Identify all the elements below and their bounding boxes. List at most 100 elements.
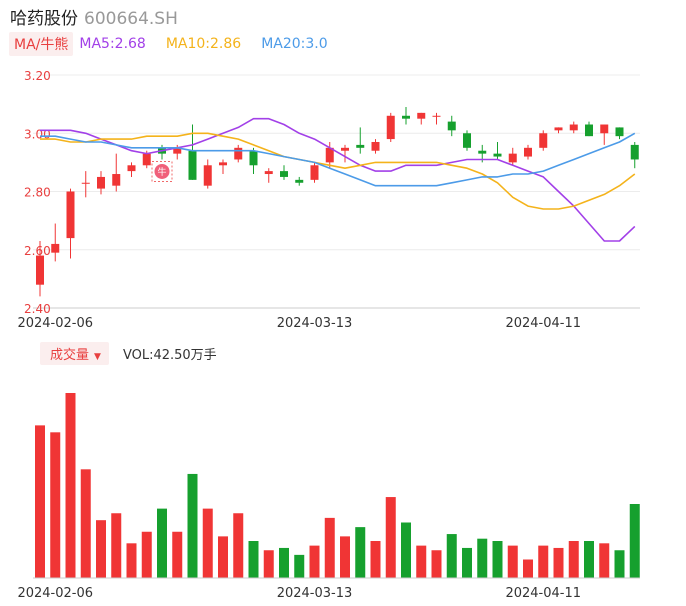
- candle-body: [478, 150, 487, 154]
- candle-body: [97, 176, 105, 189]
- volume-bar: [629, 504, 640, 578]
- volume-bar: [111, 513, 122, 578]
- volume-indicator-dropdown[interactable]: 成交量 ▼: [40, 342, 109, 365]
- volume-bar: [599, 543, 610, 578]
- volume-bar: [126, 543, 137, 578]
- candle-body: [249, 150, 258, 166]
- y-tick-label: 2.80: [24, 186, 51, 200]
- volume-bar: [416, 545, 427, 578]
- volume-bar: [202, 508, 213, 578]
- volume-bar: [263, 550, 274, 578]
- volume-bar: [187, 473, 198, 578]
- candle-body: [341, 147, 349, 151]
- caret-down-icon: ▼: [94, 352, 101, 362]
- y-tick-label: 2.60: [24, 244, 51, 258]
- volume-bar: [141, 531, 152, 578]
- candle-body: [188, 150, 197, 180]
- volume-bar: [248, 541, 259, 578]
- volume-bar: [538, 545, 549, 578]
- candle-body: [356, 144, 365, 148]
- volume-bar: [218, 536, 228, 578]
- candle-body: [508, 153, 517, 163]
- ma-bull-bear-toggle[interactable]: MA/牛熊: [9, 32, 74, 56]
- volume-bar: [80, 469, 91, 578]
- candle-body: [280, 171, 288, 177]
- ma5-legend: MA5:2.68: [79, 36, 146, 52]
- candle-body: [447, 121, 456, 131]
- volume-indicator-label: 成交量: [50, 348, 90, 363]
- candle-body: [219, 162, 227, 166]
- bull-badge-frame: [151, 160, 173, 182]
- volume-bar: [568, 541, 579, 578]
- bull-badge-label: 牛: [157, 166, 166, 178]
- ma-line-ma5: [40, 117, 636, 242]
- candle-body: [173, 147, 182, 154]
- volume-bar: [50, 432, 61, 578]
- candle-body: [630, 144, 639, 160]
- volume-bar: [523, 559, 533, 578]
- candle-body: [600, 124, 609, 134]
- candle-body: [127, 165, 136, 172]
- volume-bar: [233, 513, 244, 578]
- volume-bar: [446, 534, 457, 578]
- volume-bar: [294, 554, 305, 578]
- candle-body: [264, 171, 273, 175]
- x-tick-label: 2024-02-06: [17, 316, 93, 331]
- candle-body: [81, 182, 90, 184]
- candle-body: [51, 243, 60, 253]
- volume-bar: [355, 527, 366, 578]
- y-tick-label: 2.40: [24, 302, 51, 316]
- candle-body: [386, 115, 395, 140]
- candle-body: [203, 165, 212, 186]
- volume-x-tick-label: 2024-04-11: [505, 586, 581, 601]
- candle-body: [463, 133, 471, 148]
- candle-body: [402, 115, 410, 119]
- bull-badge-icon: [154, 163, 170, 179]
- candle-body: [554, 127, 563, 131]
- candle-body: [112, 174, 121, 186]
- ma10-legend: MA10:2.86: [165, 36, 242, 52]
- stock-title: 哈药股份 600664.SH: [10, 4, 178, 29]
- volume-bar: [65, 393, 76, 578]
- candle-body: [585, 124, 593, 137]
- candle-body: [295, 179, 304, 183]
- candle-body: [66, 191, 75, 239]
- x-tick-label: 2024-03-13: [277, 316, 353, 331]
- candle-body: [36, 255, 44, 285]
- volume-value: VOL:42.50万手: [122, 348, 217, 363]
- candle-body: [142, 153, 151, 166]
- volume-legend: 成交量 ▼ VOL:42.50万手: [40, 342, 217, 365]
- ma-line-ma10: [40, 132, 636, 210]
- volume-bar: [340, 536, 350, 578]
- x-tick-label: 2024-04-11: [505, 316, 581, 331]
- y-tick-label: 3.20: [24, 69, 51, 83]
- ma-legend: MA/牛熊 MA5:2.68 MA10:2.86 MA20:3.0: [9, 32, 342, 56]
- volume-bar: [614, 550, 625, 578]
- candle-body: [371, 141, 380, 151]
- volume-bar: [431, 550, 442, 578]
- volume-bar: [279, 547, 289, 578]
- candle-body: [569, 124, 578, 131]
- volume-bar: [35, 425, 45, 578]
- volume-bar: [553, 547, 564, 578]
- candle-body: [524, 147, 532, 157]
- volume-x-tick-label: 2024-03-13: [277, 586, 353, 601]
- candle-body: [493, 153, 502, 157]
- volume-bar: [309, 545, 320, 578]
- ma-line-ma20: [40, 132, 636, 187]
- volume-bar: [324, 517, 335, 578]
- candle-body: [325, 147, 334, 163]
- volume-bar: [385, 497, 396, 578]
- volume-bar: [96, 520, 106, 578]
- candle-body: [539, 133, 548, 148]
- volume-bar: [584, 541, 594, 578]
- candle-body: [310, 165, 319, 180]
- candle-body: [432, 115, 441, 117]
- volume-bar: [477, 538, 488, 578]
- stock-code: 600664.SH: [84, 9, 178, 29]
- ma20-legend: MA20:3.0: [261, 36, 328, 52]
- candle-body: [615, 127, 624, 137]
- volume-bar: [401, 522, 411, 578]
- candle-body: [234, 147, 243, 160]
